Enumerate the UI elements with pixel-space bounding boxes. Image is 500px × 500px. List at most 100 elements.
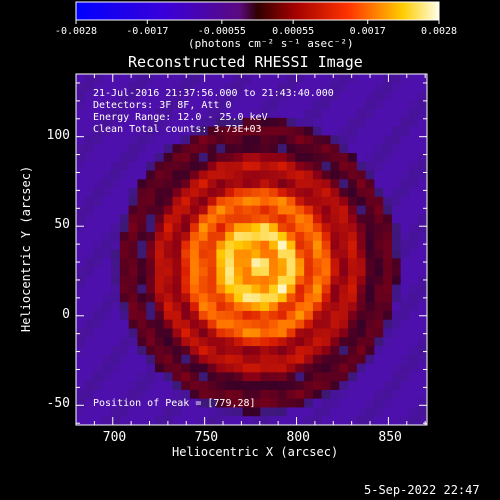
heatmap-cell [400,74,411,84]
heatmap-cell [181,275,191,286]
heatmap-cell [260,267,270,277]
heatmap-cell [137,196,147,207]
heatmap-cell [128,249,139,259]
heatmap-cell [233,363,244,373]
heatmap-cell [304,354,314,365]
heatmap-cell [312,91,323,101]
heatmap-cell [225,354,235,365]
heatmap-cell [383,284,393,294]
heatmap-cell [409,398,419,409]
heatmap-cell [304,328,314,338]
heatmap-cell [102,152,112,163]
heatmap-cell [181,214,191,224]
heatmap-cell [216,214,226,224]
heatmap-cell [146,310,156,321]
heatmap-cell [321,398,332,409]
heatmap-cell [348,310,358,321]
heatmap-cell [181,170,191,180]
heatmap-cell [277,144,288,154]
heatmap-cell [84,416,95,425]
heatmap-cell [146,284,156,294]
heatmap-cell [321,179,332,189]
heatmap-cell [286,293,296,303]
heatmap-cell [304,293,314,303]
heatmap-cell [163,240,174,251]
heatmap-cell [119,267,130,277]
heatmap-cell [374,249,384,259]
heatmap-cell [84,144,95,154]
heatmap-cell [339,231,349,242]
x-tick-label: 850 [378,430,402,445]
heatmap-cell [111,398,121,409]
heatmap-cell [383,275,393,286]
heatmap-cell [84,170,95,180]
heatmap-cell [330,231,340,242]
heatmap-cell [163,161,174,172]
heatmap-cell [277,117,288,128]
heatmap-cell [277,337,288,347]
heatmap-cell [146,398,156,409]
heatmap-cell [111,109,121,119]
heatmap-cell [286,284,296,294]
heatmap-cell [190,372,200,382]
heatmap-cell [374,126,384,137]
heatmap-cell [304,74,314,84]
heatmap-cell [286,354,296,365]
heatmap-cell [190,144,200,154]
heatmap-cell [198,100,209,110]
heatmap-cell [286,381,296,391]
heatmap-cell [93,302,103,312]
heatmap-cell [339,319,349,330]
heatmap-cell [102,346,112,356]
heatmap-cell [207,310,217,321]
heatmap-cell [339,337,349,347]
heatmap-cell [383,82,393,93]
heatmap-cell [295,302,305,312]
heatmap-cell [172,302,182,312]
heatmap-cell [93,372,103,382]
heatmap-cell [400,302,411,312]
heatmap-cell [128,126,139,137]
heatmap-cell [251,100,261,110]
heatmap-cell [102,416,112,425]
heatmap-cell [93,363,103,373]
heatmap-cell [321,337,332,347]
heatmap-cell [181,196,191,207]
heatmap-cell [295,416,305,425]
heatmap-cell [93,267,103,277]
heatmap-cell [163,205,174,215]
x-tick-label: 700 [102,430,127,445]
heatmap-cell [304,223,314,233]
heatmap-cell [207,135,217,145]
heatmap-cell [374,363,384,373]
heatmap-cell [163,223,174,233]
heatmap-cell [163,170,174,180]
heatmap-cell [93,74,103,84]
heatmap-cell [190,231,200,242]
heatmap-cell [286,188,296,198]
heatmap-cell [400,310,411,321]
heatmap-cell [146,346,156,356]
heatmap-cell [137,135,147,145]
heatmap-cell [76,205,86,215]
heatmap-cell [207,214,217,224]
heatmap-cell [277,109,288,119]
heatmap-cell [400,337,411,347]
heatmap-cell [418,346,427,356]
heatmap-cell [163,188,174,198]
heatmap-cell [304,337,314,347]
heatmap-cell [181,161,191,172]
heatmap-cell [76,179,86,189]
heatmap-cell [111,240,121,251]
heatmap-cell [330,100,340,110]
heatmap-cell [137,407,147,417]
heatmap-cell [119,214,130,224]
heatmap-cell [418,179,427,189]
heatmap-cell [216,354,226,365]
heatmap-cell [146,363,156,373]
heatmap-cell [321,231,332,242]
heatmap-cell [181,267,191,277]
heatmap-cell [383,170,393,180]
heatmap-cell [295,109,305,119]
heatmap-cell [339,258,349,268]
